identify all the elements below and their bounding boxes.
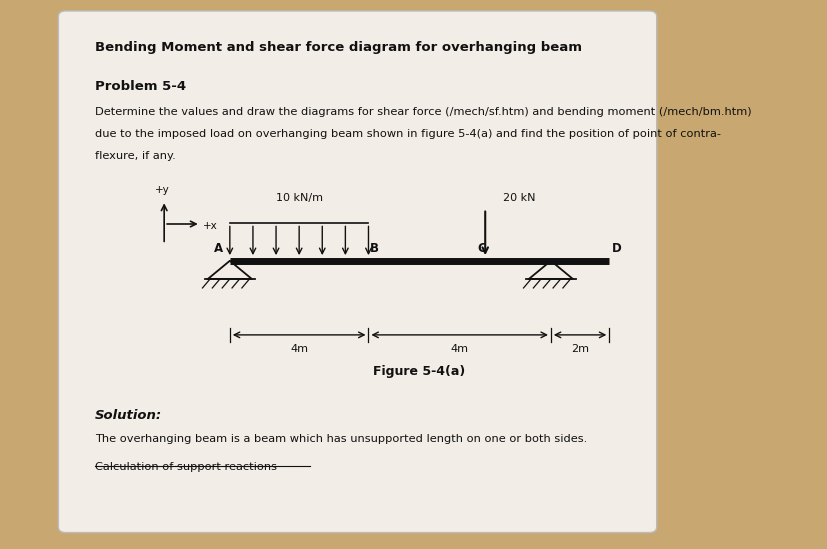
Text: Calculation of support reactions: Calculation of support reactions bbox=[95, 462, 276, 472]
Text: Bending Moment and shear force diagram for overhanging beam: Bending Moment and shear force diagram f… bbox=[95, 41, 581, 54]
Text: +x: +x bbox=[203, 221, 218, 231]
FancyBboxPatch shape bbox=[58, 11, 656, 533]
Text: flexure, if any.: flexure, if any. bbox=[95, 151, 175, 161]
Text: C: C bbox=[476, 242, 485, 255]
Text: 20 kN: 20 kN bbox=[503, 193, 535, 203]
Text: Solution:: Solution: bbox=[95, 409, 162, 422]
Text: due to the imposed load on overhanging beam shown in figure 5-4(a) and find the : due to the imposed load on overhanging b… bbox=[95, 129, 720, 139]
Text: 4m: 4m bbox=[450, 344, 468, 354]
Text: The overhanging beam is a beam which has unsupported length on one or both sides: The overhanging beam is a beam which has… bbox=[95, 434, 586, 444]
Text: 10 kN/m: 10 kN/m bbox=[275, 193, 323, 203]
Text: Figure 5-4(a): Figure 5-4(a) bbox=[373, 365, 465, 378]
Text: Problem 5-4: Problem 5-4 bbox=[95, 80, 186, 93]
Text: 2m: 2m bbox=[571, 344, 588, 354]
Text: Determine the values and draw the diagrams for shear force (/mech/sf.htm) and be: Determine the values and draw the diagra… bbox=[95, 107, 751, 117]
Text: A: A bbox=[214, 242, 223, 255]
Text: 4m: 4m bbox=[289, 344, 308, 354]
Text: B: B bbox=[370, 242, 379, 255]
Text: +y: +y bbox=[155, 185, 170, 195]
Text: D: D bbox=[611, 242, 621, 255]
